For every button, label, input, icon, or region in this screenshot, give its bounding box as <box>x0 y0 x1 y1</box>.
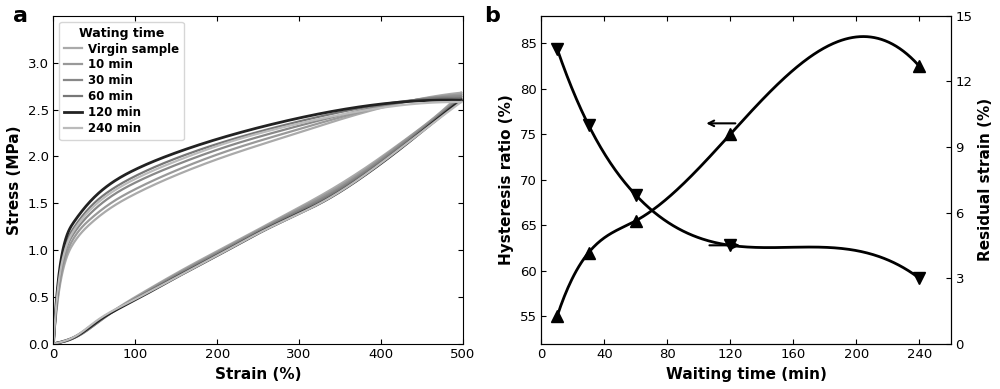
Text: b: b <box>484 6 500 26</box>
Y-axis label: Residual strain (%): Residual strain (%) <box>978 98 993 261</box>
X-axis label: Waiting time (min): Waiting time (min) <box>666 367 826 382</box>
Y-axis label: Stress (MPa): Stress (MPa) <box>7 125 22 235</box>
Text: a: a <box>13 6 28 26</box>
Y-axis label: Hysteresis ratio (%): Hysteresis ratio (%) <box>499 95 514 265</box>
Legend: Virgin sample, 10 min, 30 min, 60 min, 120 min, 240 min: Virgin sample, 10 min, 30 min, 60 min, 1… <box>59 22 184 140</box>
X-axis label: Strain (%): Strain (%) <box>215 367 301 382</box>
